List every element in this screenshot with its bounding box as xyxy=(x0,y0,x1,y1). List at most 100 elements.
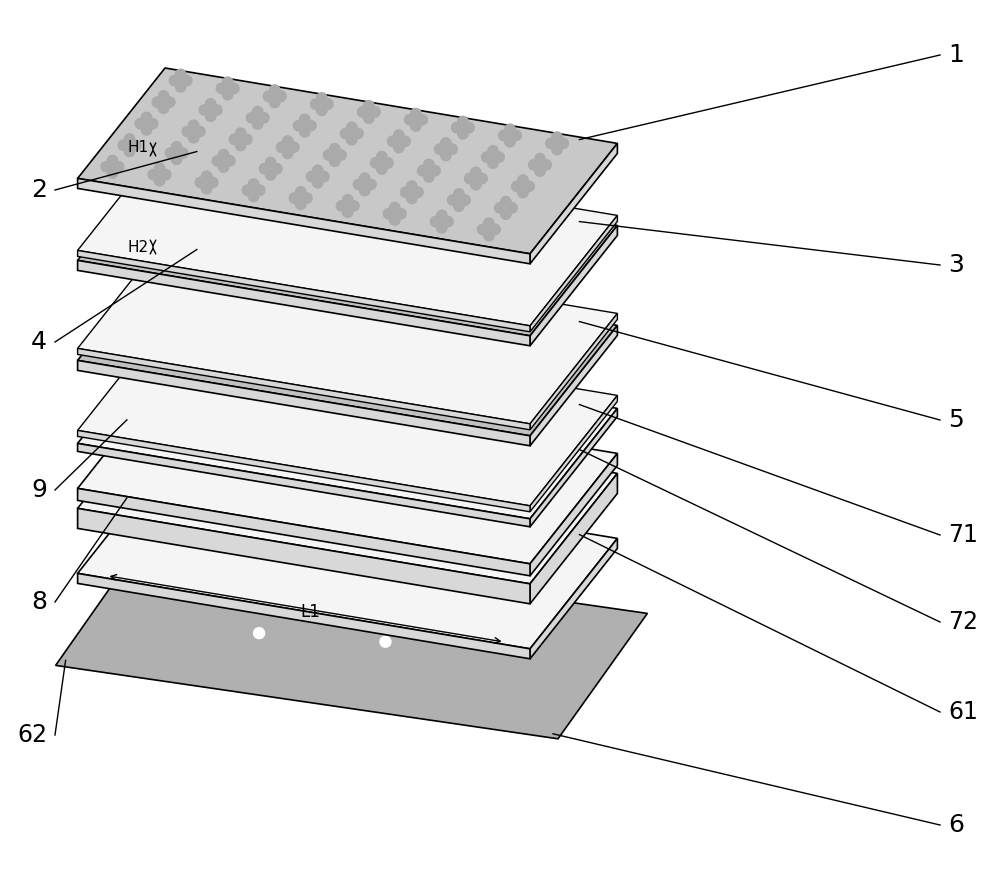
Circle shape xyxy=(196,354,217,374)
Circle shape xyxy=(158,103,169,113)
Circle shape xyxy=(309,350,326,367)
Circle shape xyxy=(386,287,396,297)
Polygon shape xyxy=(530,396,617,512)
Circle shape xyxy=(501,309,519,326)
Circle shape xyxy=(175,82,186,92)
Circle shape xyxy=(153,351,166,363)
Circle shape xyxy=(278,319,298,339)
Circle shape xyxy=(389,313,409,333)
Circle shape xyxy=(372,335,392,355)
Circle shape xyxy=(396,320,402,326)
Circle shape xyxy=(293,120,304,131)
Circle shape xyxy=(407,193,417,203)
Circle shape xyxy=(514,360,532,377)
Text: 9: 9 xyxy=(31,478,47,502)
Circle shape xyxy=(323,150,334,160)
Circle shape xyxy=(437,210,447,221)
Circle shape xyxy=(267,347,274,354)
Circle shape xyxy=(113,161,124,172)
Circle shape xyxy=(321,177,331,187)
Circle shape xyxy=(363,288,375,300)
Polygon shape xyxy=(78,333,617,519)
Text: 3: 3 xyxy=(948,253,964,277)
Circle shape xyxy=(274,177,284,187)
Circle shape xyxy=(107,168,118,178)
Circle shape xyxy=(151,255,161,266)
Circle shape xyxy=(296,207,306,217)
Circle shape xyxy=(101,161,111,172)
Circle shape xyxy=(360,193,370,203)
Circle shape xyxy=(423,346,435,359)
Circle shape xyxy=(246,112,257,123)
Circle shape xyxy=(518,175,528,185)
Circle shape xyxy=(453,376,465,389)
Circle shape xyxy=(252,294,264,306)
Circle shape xyxy=(138,204,148,215)
Circle shape xyxy=(262,342,279,360)
Circle shape xyxy=(317,105,327,116)
Circle shape xyxy=(407,293,424,310)
Polygon shape xyxy=(530,538,617,659)
Circle shape xyxy=(242,134,252,145)
Circle shape xyxy=(361,363,368,370)
Polygon shape xyxy=(271,401,307,417)
Circle shape xyxy=(343,207,353,217)
Circle shape xyxy=(300,126,310,137)
Text: L1: L1 xyxy=(301,602,320,621)
Circle shape xyxy=(492,238,502,248)
Circle shape xyxy=(394,142,404,153)
Circle shape xyxy=(263,91,274,102)
Circle shape xyxy=(308,348,328,368)
Circle shape xyxy=(126,324,133,331)
Circle shape xyxy=(326,236,336,246)
Circle shape xyxy=(466,351,486,371)
Circle shape xyxy=(471,168,481,177)
Circle shape xyxy=(216,83,227,94)
Circle shape xyxy=(420,344,437,361)
Circle shape xyxy=(351,214,361,225)
Circle shape xyxy=(460,195,470,205)
Circle shape xyxy=(272,163,282,174)
Circle shape xyxy=(394,287,404,297)
Circle shape xyxy=(347,122,357,132)
Circle shape xyxy=(531,238,541,248)
Circle shape xyxy=(252,271,262,282)
Circle shape xyxy=(265,268,285,289)
Circle shape xyxy=(492,230,502,240)
Circle shape xyxy=(149,346,170,367)
Circle shape xyxy=(104,247,114,258)
Circle shape xyxy=(119,317,140,338)
Circle shape xyxy=(304,207,314,217)
Circle shape xyxy=(294,374,307,386)
Circle shape xyxy=(154,163,165,174)
Circle shape xyxy=(417,115,427,125)
Circle shape xyxy=(178,148,188,158)
Circle shape xyxy=(262,242,272,252)
Circle shape xyxy=(309,258,319,267)
Circle shape xyxy=(289,142,299,153)
Circle shape xyxy=(249,291,266,309)
Circle shape xyxy=(470,354,482,367)
Circle shape xyxy=(229,134,240,145)
Circle shape xyxy=(213,332,234,353)
Circle shape xyxy=(500,384,512,396)
Circle shape xyxy=(420,244,430,253)
Circle shape xyxy=(467,252,477,261)
Circle shape xyxy=(165,148,176,158)
Circle shape xyxy=(443,328,449,334)
Circle shape xyxy=(198,356,215,373)
Circle shape xyxy=(141,112,152,123)
Circle shape xyxy=(464,174,475,184)
Circle shape xyxy=(261,340,281,360)
Circle shape xyxy=(339,279,349,289)
Circle shape xyxy=(292,271,302,282)
Circle shape xyxy=(111,239,121,250)
Circle shape xyxy=(462,209,472,218)
Polygon shape xyxy=(78,251,530,332)
Circle shape xyxy=(330,156,340,167)
Circle shape xyxy=(504,311,516,324)
Circle shape xyxy=(460,306,466,313)
Circle shape xyxy=(424,172,434,182)
Circle shape xyxy=(141,125,152,135)
Circle shape xyxy=(247,366,260,378)
